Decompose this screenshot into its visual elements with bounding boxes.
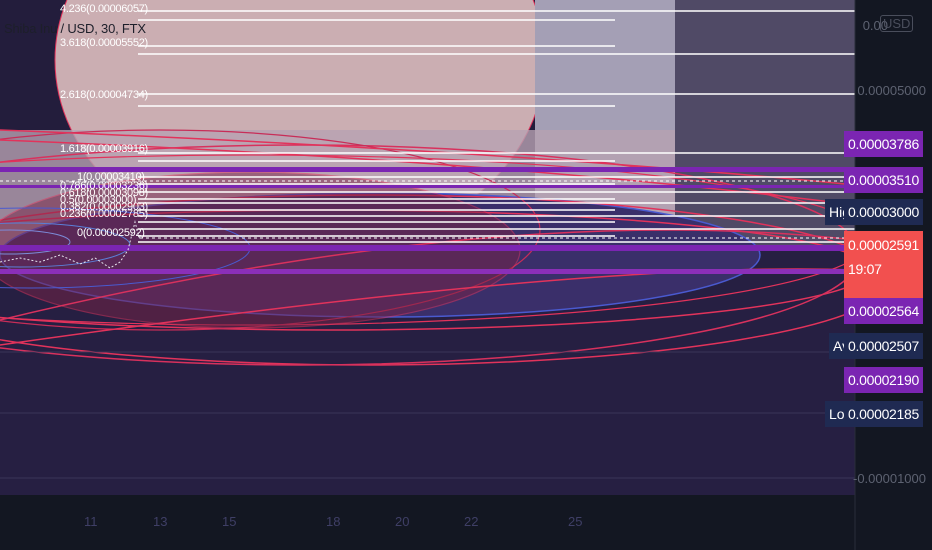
- price-axis-label-neg: -0.00001000: [852, 471, 926, 486]
- price-tag-4: 0.00002564: [844, 298, 923, 324]
- grid-lines: [0, 351, 855, 479]
- high-price-tag: 0.00003000: [844, 199, 923, 225]
- fib-level-label: 0.382(0.00002903): [60, 201, 148, 213]
- arc-line-1: [0, 129, 855, 186]
- time-label-11: 11: [84, 514, 98, 529]
- fib-level-label: 0.5(0.00003000): [60, 194, 137, 206]
- fib-level-label: 1(0.00003410): [77, 171, 145, 183]
- current-price-tag: 0.00002591 19:07: [844, 231, 923, 299]
- fib-level-label: 0.618(0.00003098): [60, 187, 148, 199]
- avg-price-tag: 0.00002507: [844, 333, 923, 359]
- current-price-value: 0.00002591: [848, 237, 919, 253]
- arc-line-3: [0, 229, 855, 321]
- small-circle-3: [0, 229, 71, 255]
- price-tag-2: 0.00003510: [844, 167, 923, 193]
- fib-level-label: 1.618(0.00003916): [60, 143, 148, 155]
- ellipse-red-5: [0, 129, 541, 331]
- low-price-tag: 0.00002185: [844, 401, 923, 427]
- purple-level-1: [0, 167, 855, 172]
- purple-level-3: [0, 269, 855, 274]
- ellipse-red-3: [0, 144, 855, 366]
- purple-level-4: [0, 185, 855, 188]
- time-label-20: 20: [395, 514, 410, 529]
- time-label-22: 22: [464, 514, 479, 529]
- fib-level-label: 3.618(0.00005552): [60, 37, 148, 49]
- fib-level-label: 2.618(0.00004734): [60, 89, 148, 101]
- fib-level-label: 0.786(0.00003236): [60, 180, 148, 192]
- currency-badge[interactable]: USD: [880, 15, 914, 32]
- fib-lines: [138, 10, 855, 243]
- symbol-legend[interactable]: Shiba Inu / USD, 30, FTX: [4, 21, 146, 36]
- price-series: [0, 220, 141, 269]
- price-tag-1: 0.00003786: [844, 131, 923, 157]
- fib-level-label: 0(0.00002592): [77, 227, 145, 239]
- fib-level-label: 4.236(0.00006057): [60, 3, 148, 15]
- time-label-25: 25: [568, 514, 583, 529]
- time-label-18: 18: [326, 514, 341, 529]
- bar-countdown: 19:07: [848, 261, 882, 277]
- time-label-15: 15: [222, 514, 237, 529]
- time-label-13: 13: [153, 514, 168, 529]
- purple-level-2: [0, 245, 855, 251]
- price-axis-label-5e5: 0.00005000: [857, 83, 926, 98]
- fib-level-label: 0.236(0.00002785): [60, 208, 148, 220]
- price-tag-5: 0.00002190: [844, 367, 923, 393]
